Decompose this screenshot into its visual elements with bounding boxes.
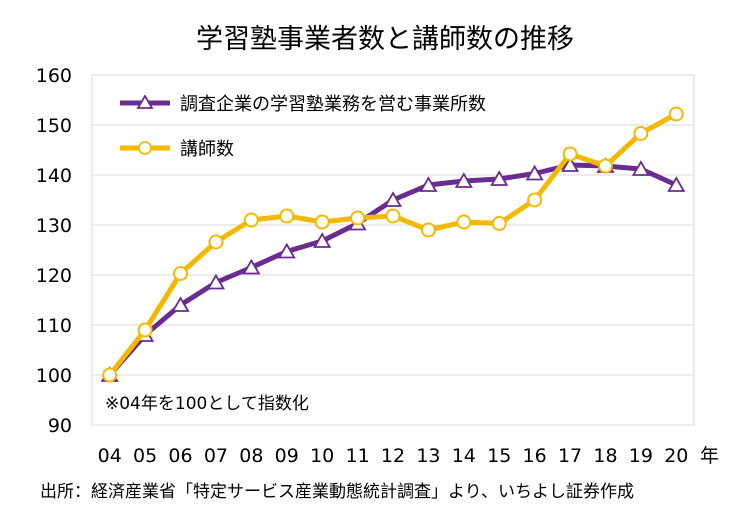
y-tick-label: 90 <box>48 415 72 437</box>
data-point-circle <box>279 208 295 224</box>
y-tick-label: 150 <box>36 115 72 137</box>
x-tick-label: 15 <box>487 445 511 467</box>
data-point-triangle <box>277 242 296 259</box>
data-point-circle <box>456 214 472 230</box>
data-point-triangle <box>313 232 332 248</box>
y-axis-ticks: 90 100 110 120 130 140 150 160 <box>36 65 72 437</box>
legend: 調査企業の学習塾業務を営む事業所数 講師数 <box>120 93 486 160</box>
x-tick-label: 13 <box>416 445 440 467</box>
data-point-circle <box>633 126 649 141</box>
data-point-circle <box>491 216 507 231</box>
data-point-circle <box>597 158 613 174</box>
data-point-circle <box>527 192 543 208</box>
data-point-triangle <box>206 273 225 290</box>
data-point-triangle <box>171 296 190 312</box>
x-axis-unit: 年 <box>700 445 719 467</box>
data-point-triangle <box>419 176 438 192</box>
index-note: ※04年を100として指数化 <box>105 394 309 414</box>
x-tick-label: 14 <box>452 445 476 467</box>
data-point-circle <box>385 208 401 224</box>
data-point-circle <box>562 146 578 162</box>
x-tick-label: 05 <box>133 445 157 467</box>
source-note: 出所：経済産業省「特定サービス産業動態統計調査」より、いちよし証券作成 <box>40 482 634 502</box>
grid-lines <box>92 74 694 426</box>
y-tick-label: 140 <box>36 165 72 187</box>
plot-frame <box>91 74 695 426</box>
x-tick-label: 18 <box>593 445 617 467</box>
legend-marker-circle <box>138 141 152 155</box>
x-tick-label: 08 <box>239 445 263 467</box>
x-tick-label: 12 <box>381 445 405 467</box>
y-tick-label: 110 <box>36 315 72 337</box>
data-point-triangle <box>454 172 473 188</box>
data-point-triangle <box>667 176 686 192</box>
x-tick-label: 19 <box>629 445 653 467</box>
chart-title: 学習塾事業者数と講師数の推移 <box>196 24 574 55</box>
series-business-count <box>100 156 686 382</box>
x-tick-label: 11 <box>345 445 369 467</box>
legend-marker-triangle <box>136 94 154 109</box>
x-tick-label: 16 <box>523 445 547 467</box>
data-point-circle <box>420 222 436 238</box>
data-point-circle <box>208 234 224 250</box>
data-point-triangle <box>490 170 509 186</box>
x-tick-label: 06 <box>168 445 192 467</box>
data-point-circle <box>243 212 259 228</box>
data-point-triangle <box>561 156 580 172</box>
data-point-triangle <box>383 191 403 207</box>
data-point-triangle <box>525 164 544 181</box>
data-point-triangle <box>631 160 650 176</box>
series-instructors <box>102 106 684 383</box>
data-point-circle <box>102 367 118 383</box>
y-tick-label: 130 <box>36 215 72 237</box>
x-axis-ticks: 04 05 06 07 08 09 10 11 12 13 14 15 16 17 18 19 20 <box>98 445 689 467</box>
legend-label-instructors: 講師数 <box>180 139 234 160</box>
x-tick-label: 17 <box>558 445 582 467</box>
x-tick-label: 09 <box>275 445 299 467</box>
legend-item-business-count: 調査企業の学習塾業務を営む事業所数 <box>120 93 486 115</box>
x-tick-label: 10 <box>310 445 334 467</box>
series-layer <box>100 106 686 383</box>
x-tick-label: 07 <box>204 445 228 467</box>
data-point-circle <box>137 322 153 338</box>
data-point-circle <box>314 214 330 230</box>
legend-item-instructors: 講師数 <box>120 139 234 160</box>
y-tick-label: 100 <box>36 365 72 387</box>
data-point-circle <box>173 266 189 281</box>
x-tick-label: 04 <box>98 445 122 467</box>
legend-label-business-count: 調査企業の学習塾業務を営む事業所数 <box>180 93 486 115</box>
x-tick-label: 20 <box>664 445 688 467</box>
data-point-circle <box>350 210 366 226</box>
data-point-triangle <box>242 258 261 275</box>
y-tick-label: 160 <box>36 65 72 87</box>
y-tick-label: 120 <box>36 265 72 287</box>
data-point-circle <box>668 106 684 122</box>
